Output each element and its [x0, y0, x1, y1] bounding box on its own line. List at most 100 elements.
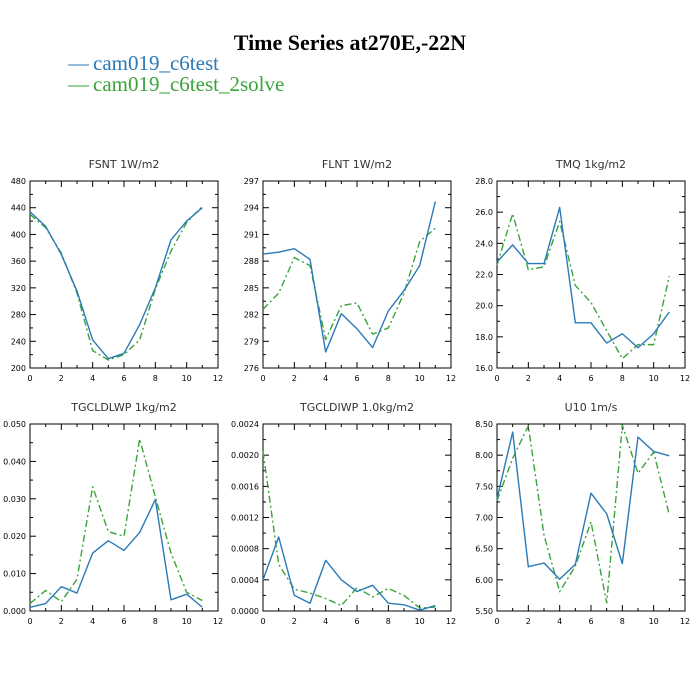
legend-label: cam019_c6test — [93, 51, 219, 75]
x-tick-label: 6 — [354, 374, 359, 383]
x-tick-label: 4 — [557, 374, 562, 383]
x-tick-label: 4 — [90, 617, 95, 626]
panel-3: TMQ 1kg/m2 0 2 4 6 8 10 12 16.0 18.0 20.0 22.0 24.0 2… — [475, 158, 690, 383]
plot-frame — [262, 180, 452, 369]
y-tick-label: 26.0 — [475, 208, 493, 217]
y-tick-label: 0.0016 — [231, 482, 259, 491]
x-tick-label: 12 — [213, 374, 223, 383]
x-tick-label: 12 — [680, 617, 690, 626]
x-tick-label: 0 — [27, 374, 32, 383]
y-tick-label: 294 — [244, 204, 259, 213]
legend-swatch: — — [68, 51, 89, 75]
panel-4: TGCLDLWP 1kg/m2 0 2 4 6 8 10 12 0.000 0.010 0.020 0… — [3, 401, 223, 626]
x-tick-label: 2 — [59, 374, 64, 383]
y-tick-label: 0.0004 — [231, 576, 259, 585]
series-line-2 — [262, 451, 436, 609]
plot-frame — [496, 180, 686, 369]
series-line-1 — [496, 431, 670, 580]
x-tick-label: 10 — [182, 374, 192, 383]
x-tick-label: 8 — [620, 617, 625, 626]
y-tick-label: 20.0 — [475, 302, 493, 311]
series-line-1 — [29, 207, 203, 360]
x-tick-label: 4 — [90, 374, 95, 383]
y-tick-label: 297 — [244, 177, 259, 186]
panel-6: U10 1m/s 0 2 4 6 8 10 12 5.50 6.00 6.50 7.00 7.50 8.0… — [475, 401, 690, 626]
x-tick-label: 2 — [526, 617, 531, 626]
y-tick-label: 480 — [11, 177, 26, 186]
x-tick-label: 12 — [213, 617, 223, 626]
y-tick-label: 0.040 — [3, 457, 26, 466]
x-tick-label: 6 — [121, 374, 126, 383]
x-tick-label: 0 — [260, 617, 265, 626]
y-tick-label: 6.50 — [475, 545, 493, 554]
y-tick-label: 0.010 — [3, 570, 26, 579]
y-tick-label: 360 — [11, 257, 26, 266]
series-line-1 — [496, 206, 670, 349]
y-tick-label: 0.050 — [3, 420, 26, 429]
y-tick-label: 200 — [11, 364, 26, 373]
plot-frame — [29, 423, 219, 612]
x-tick-label: 0 — [260, 374, 265, 383]
series-line-1 — [262, 201, 437, 353]
panel-title: TMQ 1kg/m2 — [555, 158, 626, 171]
panel-5: TGCLDIWP 1.0kg/m2 0 2 4 6 8 10 12 0.0000 0.0004 0.… — [231, 401, 456, 626]
x-tick-label: 2 — [292, 617, 297, 626]
x-tick-label: 10 — [182, 617, 192, 626]
series-line-2 — [496, 213, 671, 360]
y-tick-label: 7.50 — [475, 482, 493, 491]
x-tick-label: 2 — [292, 374, 297, 383]
y-tick-label: 400 — [11, 230, 26, 239]
y-tick-label: 0.0020 — [231, 451, 259, 460]
x-tick-label: 8 — [386, 374, 391, 383]
x-tick-label: 0 — [27, 617, 32, 626]
panel-title: FLNT 1W/m2 — [322, 158, 392, 171]
series-line-2 — [496, 424, 671, 604]
x-tick-label: 4 — [323, 617, 328, 626]
y-tick-label: 288 — [244, 257, 259, 266]
figure-title: Time Series at270E,-22N — [233, 30, 467, 55]
x-tick-label: 8 — [153, 617, 158, 626]
series-line-2 — [29, 438, 203, 605]
y-tick-label: 0.0008 — [231, 545, 259, 554]
x-tick-label: 10 — [649, 617, 659, 626]
x-tick-label: 12 — [446, 374, 456, 383]
panel-title: U10 1m/s — [565, 401, 618, 414]
y-tick-label: 320 — [11, 284, 26, 293]
legend-entry-series-1: — cam019_c6test — [68, 52, 219, 74]
y-tick-label: 22.0 — [475, 271, 493, 280]
x-tick-label: 6 — [354, 617, 359, 626]
y-tick-label: 291 — [244, 230, 259, 239]
x-tick-label: 10 — [415, 617, 425, 626]
y-tick-label: 7.00 — [475, 514, 493, 523]
legend-entry-series-2: — cam019_c6test_2solve — [68, 73, 284, 95]
series-line-2 — [262, 227, 436, 341]
y-tick-label: 276 — [244, 364, 259, 373]
y-tick-label: 0.030 — [3, 495, 26, 504]
y-tick-label: 280 — [11, 311, 26, 320]
x-tick-label: 6 — [121, 617, 126, 626]
series-line-2 — [29, 205, 203, 361]
panel-1: FSNT 1W/m2 0 2 4 6 8 10 12 200 240 280 320 360 400 440… — [11, 158, 223, 383]
x-tick-label: 10 — [649, 374, 659, 383]
y-tick-label: 285 — [244, 284, 259, 293]
x-tick-label: 4 — [323, 374, 328, 383]
x-tick-label: 6 — [588, 617, 593, 626]
x-tick-label: 12 — [446, 617, 456, 626]
y-tick-label: 240 — [11, 337, 26, 346]
plot-frame — [29, 180, 219, 369]
y-tick-label: 16.0 — [475, 364, 493, 373]
x-tick-label: 0 — [494, 617, 499, 626]
series-line-1 — [29, 498, 203, 608]
y-tick-label: 0.000 — [3, 607, 26, 616]
y-tick-label: 24.0 — [475, 239, 493, 248]
legend-swatch: — — [68, 72, 89, 96]
x-tick-label: 2 — [526, 374, 531, 383]
y-tick-label: 5.50 — [475, 607, 493, 616]
x-tick-label: 8 — [386, 617, 391, 626]
y-tick-label: 440 — [11, 204, 26, 213]
y-tick-label: 8.00 — [475, 451, 493, 460]
y-tick-label: 0.0012 — [231, 514, 259, 523]
y-tick-label: 6.00 — [475, 576, 493, 585]
x-tick-label: 8 — [153, 374, 158, 383]
